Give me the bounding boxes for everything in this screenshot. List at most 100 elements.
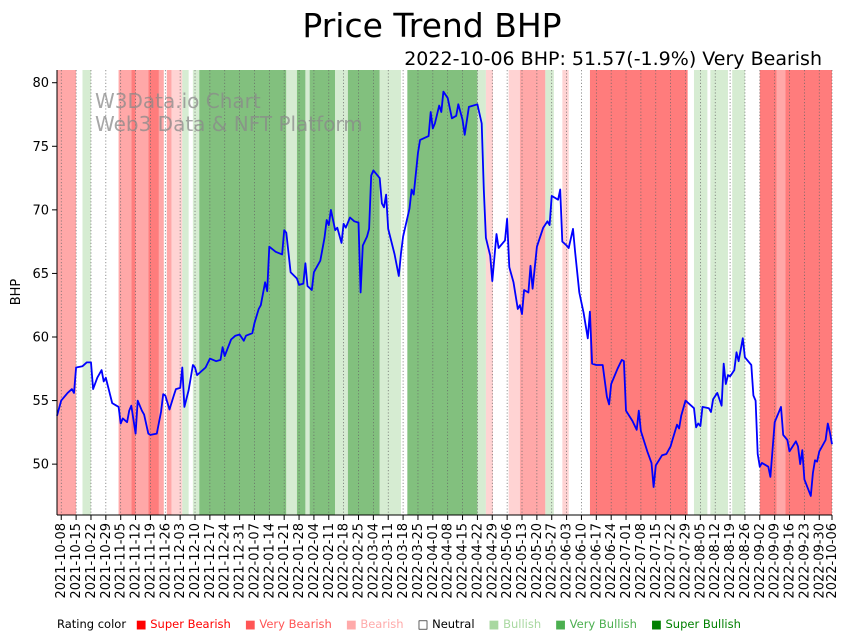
band-very-bullish bbox=[203, 70, 287, 515]
legend-swatch: ■ bbox=[555, 617, 570, 631]
x-tick-label: 2022-05-20 bbox=[530, 523, 545, 599]
x-tick-label: 2022-08-19 bbox=[723, 523, 738, 599]
x-tick-label: 2022-05-06 bbox=[500, 523, 515, 599]
x-tick-label: 2022-06-10 bbox=[574, 523, 589, 599]
x-ticks: 2021-10-08 2021-10-15 2021-10-22 2021-10-29… bbox=[54, 515, 840, 599]
x-tick-label: 2022-01-21 bbox=[277, 523, 292, 599]
neutral-marker bbox=[582, 70, 586, 515]
axes bbox=[56, 70, 832, 516]
band-super-bearish bbox=[759, 70, 777, 515]
x-tick-label: 2022-07-08 bbox=[634, 523, 649, 599]
band-super-bearish bbox=[148, 70, 159, 515]
legend-item: □ Neutral bbox=[418, 617, 475, 631]
chart-title: Price Trend BHP bbox=[302, 6, 561, 45]
y-axis-label: BHP bbox=[9, 279, 24, 306]
x-tick-label: 2022-04-08 bbox=[441, 523, 456, 599]
legend-swatch: ■ bbox=[650, 617, 666, 631]
band-super-bearish bbox=[589, 70, 688, 515]
x-tick-label: 2022-01-07 bbox=[247, 523, 262, 599]
band-bullish bbox=[379, 70, 401, 515]
band-very-bullish bbox=[347, 70, 380, 515]
neutral-marker bbox=[104, 70, 108, 515]
band-bullish bbox=[286, 70, 297, 515]
chart-subtitle: 2022-10-06 BHP: 51.57(-1.9%) Very Bearis… bbox=[404, 48, 822, 70]
band-very-bearish bbox=[118, 70, 132, 515]
band-very-bearish bbox=[135, 70, 149, 515]
x-tick-label: 2021-11-26 bbox=[158, 523, 173, 599]
neutral-marker bbox=[401, 70, 405, 515]
x-tick-label: 2022-06-24 bbox=[604, 523, 619, 599]
band-very-bullish bbox=[296, 70, 306, 515]
legend-title: Rating color bbox=[57, 617, 127, 631]
legend-item: ■ Bearish bbox=[346, 617, 404, 631]
legend-label: Neutral bbox=[432, 617, 475, 631]
x-tick-label: 2022-03-11 bbox=[381, 523, 396, 599]
x-tick-label: 2022-07-22 bbox=[664, 523, 679, 599]
x-tick-label: 2021-10-15 bbox=[69, 523, 84, 599]
y-tick-label: 80 bbox=[32, 76, 49, 91]
legend-swatch: ■ bbox=[488, 617, 504, 631]
band-bullish bbox=[477, 70, 486, 515]
x-tick-label: 2022-08-05 bbox=[693, 523, 708, 599]
y-tick-label: 55 bbox=[32, 394, 49, 409]
band-bullish bbox=[182, 70, 189, 515]
watermark-line-2: Web3 Data & NFT Platform bbox=[95, 112, 363, 136]
neutral-marker bbox=[163, 70, 167, 515]
legend-label: Bearish bbox=[360, 617, 404, 631]
x-tick-label: 2022-10-06 bbox=[825, 523, 840, 599]
rating-bands bbox=[57, 70, 832, 515]
x-tick-label: 2022-09-30 bbox=[812, 523, 827, 599]
y-tick-label: 60 bbox=[32, 331, 49, 346]
x-tick-label: 2022-05-13 bbox=[515, 523, 530, 599]
legend-label: Very Bearish bbox=[259, 617, 332, 631]
x-tick-label: 2021-12-31 bbox=[233, 523, 248, 599]
legend-items: ■ Super Bearish ■ Very Bearish ■ Bearish □ … bbox=[136, 617, 755, 631]
x-tick-label: 2022-01-28 bbox=[292, 523, 307, 599]
x-tick-label: 2022-06-03 bbox=[560, 523, 575, 599]
x-tick-label: 2022-05-27 bbox=[545, 523, 560, 599]
band-bearish bbox=[562, 70, 569, 515]
x-tick-label: 2021-11-19 bbox=[143, 523, 158, 599]
neutral-marker bbox=[492, 70, 496, 515]
x-tick-label: 2022-07-15 bbox=[649, 523, 664, 599]
x-tick-label: 2021-11-05 bbox=[114, 523, 129, 599]
x-tick-label: 2022-09-23 bbox=[797, 523, 812, 599]
y-ticks: 50 55 60 65 70 75 80 bbox=[32, 76, 57, 473]
x-tick-label: 2022-03-25 bbox=[411, 523, 426, 599]
x-tick-label: 2021-12-10 bbox=[188, 523, 203, 599]
neutral-marker bbox=[707, 70, 711, 515]
band-very-bullish bbox=[309, 70, 336, 515]
x-tick-label: 2021-12-03 bbox=[173, 523, 188, 599]
legend-item: ■ Bullish bbox=[489, 617, 542, 631]
x-tick-label: 2021-10-29 bbox=[99, 523, 114, 599]
x-tick-label: 2022-02-18 bbox=[337, 523, 352, 599]
x-tick-label: 2022-03-18 bbox=[396, 523, 411, 599]
y-tick-label: 75 bbox=[32, 140, 49, 155]
rating-legend: Rating color ■ Super Bearish ■ Very Beari… bbox=[57, 617, 761, 631]
x-tick-label: 2022-09-09 bbox=[768, 523, 783, 599]
x-tick-label: 2022-04-15 bbox=[456, 523, 471, 599]
legend-label: Super Bearish bbox=[150, 617, 231, 631]
y-tick-label: 50 bbox=[32, 458, 49, 473]
neutral-marker bbox=[575, 70, 579, 515]
band-very-bearish bbox=[57, 70, 77, 515]
band-bullish bbox=[82, 70, 91, 515]
x-tick-label: 2022-09-16 bbox=[783, 523, 798, 599]
band-very-bullish bbox=[199, 70, 204, 515]
legend-label: Bullish bbox=[503, 617, 542, 631]
x-tick-label: 2022-02-11 bbox=[322, 523, 337, 599]
price-line bbox=[56, 90, 833, 497]
x-tick-label: 2022-04-29 bbox=[485, 523, 500, 599]
band-bullish bbox=[192, 70, 200, 515]
x-tick-label: 2022-06-17 bbox=[589, 523, 604, 599]
band-bearish bbox=[507, 70, 520, 515]
x-tick-label: 2022-02-04 bbox=[307, 523, 322, 599]
legend-label: Super Bullish bbox=[665, 617, 741, 631]
legend-swatch: ■ bbox=[244, 617, 260, 631]
x-tick-label: 2022-07-01 bbox=[619, 523, 634, 599]
band-bullish bbox=[732, 70, 745, 515]
legend-item: ■ Very Bearish bbox=[245, 617, 332, 631]
watermark-line-1: W3Data.io Chart bbox=[95, 89, 261, 113]
x-tick-label: 2021-11-12 bbox=[129, 523, 144, 599]
